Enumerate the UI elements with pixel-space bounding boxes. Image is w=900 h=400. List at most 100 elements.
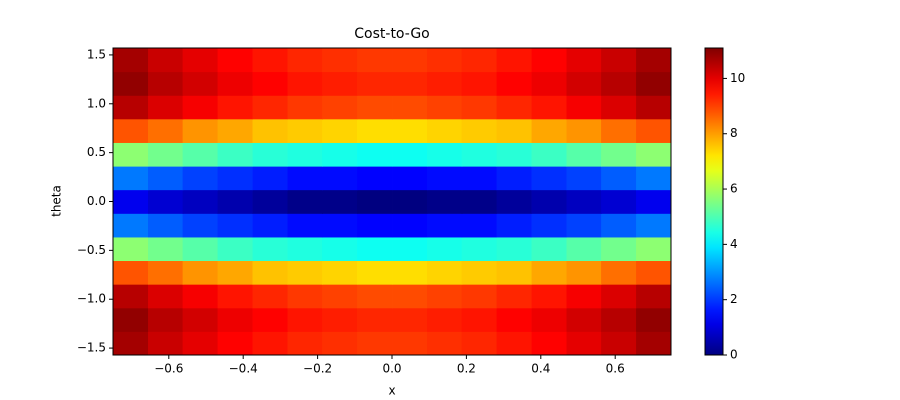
- heatmap-cell: [461, 47, 497, 73]
- heatmap-cell: [531, 118, 567, 143]
- heatmap-cell: [566, 331, 602, 356]
- y-tick-label: −1.5: [77, 341, 106, 355]
- heatmap-cell: [252, 284, 288, 309]
- y-tick-label: −0.5: [77, 243, 106, 257]
- heatmap-cell: [392, 166, 428, 191]
- heatmap-cell: [357, 95, 393, 120]
- heatmap-cell: [496, 118, 532, 143]
- heatmap-cell: [322, 260, 358, 285]
- heatmap-cell: [496, 260, 532, 285]
- heatmap-cell: [427, 142, 463, 167]
- heatmap-cell: [287, 118, 323, 143]
- heatmap-cell: [287, 260, 323, 285]
- heatmap-cell: [461, 166, 497, 191]
- y-axis-label: theta: [50, 185, 64, 217]
- heatmap-cell: [182, 118, 218, 143]
- heatmap-cell: [182, 236, 218, 262]
- heatmap-cell: [531, 260, 567, 285]
- heatmap-cell: [148, 189, 184, 214]
- y-tick-label: 0.0: [87, 194, 106, 208]
- heatmap-cell: [601, 213, 637, 238]
- heatmap-cell: [148, 307, 184, 332]
- heatmap-cell: [531, 166, 567, 191]
- heatmap-cell: [531, 189, 567, 214]
- heatmap-cell: [287, 307, 323, 332]
- heatmap-cell: [322, 166, 358, 191]
- heatmap-cell: [566, 307, 602, 332]
- heatmap-cell: [357, 189, 393, 214]
- heatmap-cell: [392, 189, 428, 214]
- colorbar-tick-label: 6: [730, 182, 738, 196]
- heatmap-cell: [566, 284, 602, 309]
- heatmap-cell: [148, 213, 184, 238]
- heatmap-cell: [636, 47, 672, 73]
- heatmap-cell: [566, 213, 602, 238]
- heatmap-cell: [636, 95, 672, 120]
- heatmap-cell: [113, 47, 149, 73]
- heatmap-cell: [287, 236, 323, 262]
- heatmap-cell: [287, 47, 323, 73]
- heatmap-cell: [601, 71, 637, 96]
- heatmap-cell: [427, 189, 463, 214]
- heatmap-cell: [113, 284, 149, 309]
- heatmap-cell: [252, 71, 288, 96]
- heatmap-cell: [217, 307, 253, 332]
- heatmap-cell: [601, 166, 637, 191]
- heatmap-cell: [636, 260, 672, 285]
- heatmap-cell: [252, 331, 288, 356]
- heatmap-cell: [496, 213, 532, 238]
- heatmap-cell: [392, 213, 428, 238]
- heatmap-cell: [182, 213, 218, 238]
- heatmap-cell: [601, 331, 637, 356]
- heatmap-cell: [113, 236, 149, 262]
- heatmap-cell: [496, 142, 532, 167]
- heatmap-cell: [287, 71, 323, 96]
- heatmap-cell: [113, 307, 149, 332]
- y-tick-label: 0.5: [87, 145, 106, 159]
- heatmap-cell: [217, 142, 253, 167]
- heatmap-cell: [357, 307, 393, 332]
- heatmap-cell: [357, 284, 393, 309]
- heatmap-cell: [148, 118, 184, 143]
- heatmap-cell: [496, 189, 532, 214]
- heatmap-cell: [531, 331, 567, 356]
- heatmap-cell: [461, 189, 497, 214]
- heatmap-cell: [148, 260, 184, 285]
- y-tick-label: 1.5: [87, 47, 106, 61]
- heatmap-cell: [636, 331, 672, 356]
- heatmap-cell: [531, 307, 567, 332]
- x-tick-label: −0.2: [303, 362, 332, 376]
- heatmap-cell: [566, 189, 602, 214]
- heatmap-cell: [636, 213, 672, 238]
- heatmap-cell: [357, 71, 393, 96]
- heatmap-cell: [461, 71, 497, 96]
- heatmap-cell: [461, 142, 497, 167]
- heatmap-cell: [217, 95, 253, 120]
- heatmap-cell: [252, 189, 288, 214]
- heatmap-cell: [566, 142, 602, 167]
- heatmap-cell: [287, 284, 323, 309]
- heatmap-cell: [531, 236, 567, 262]
- heatmap-cell: [636, 307, 672, 332]
- heatmap-cell: [148, 95, 184, 120]
- colorbar: [704, 47, 724, 356]
- heatmap-cell: [601, 47, 637, 73]
- heatmap-cell: [322, 213, 358, 238]
- heatmap-cell: [566, 47, 602, 73]
- heatmap-cell: [357, 331, 393, 356]
- heatmap-cell: [322, 236, 358, 262]
- heatmap-cell: [217, 213, 253, 238]
- heatmap-cell: [148, 71, 184, 96]
- heatmap-cell: [182, 189, 218, 214]
- heatmap-cell: [113, 118, 149, 143]
- heatmap-cell: [182, 260, 218, 285]
- heatmap-cell: [287, 331, 323, 356]
- heatmap-cell: [461, 284, 497, 309]
- chart-title: Cost-to-Go: [354, 26, 429, 42]
- heatmap-cell: [252, 142, 288, 167]
- heatmap-cell: [392, 71, 428, 96]
- heatmap-cell: [601, 284, 637, 309]
- heatmap-cell: [392, 142, 428, 167]
- colorbar-tick-label: 8: [730, 126, 738, 140]
- heatmap-cell: [252, 47, 288, 73]
